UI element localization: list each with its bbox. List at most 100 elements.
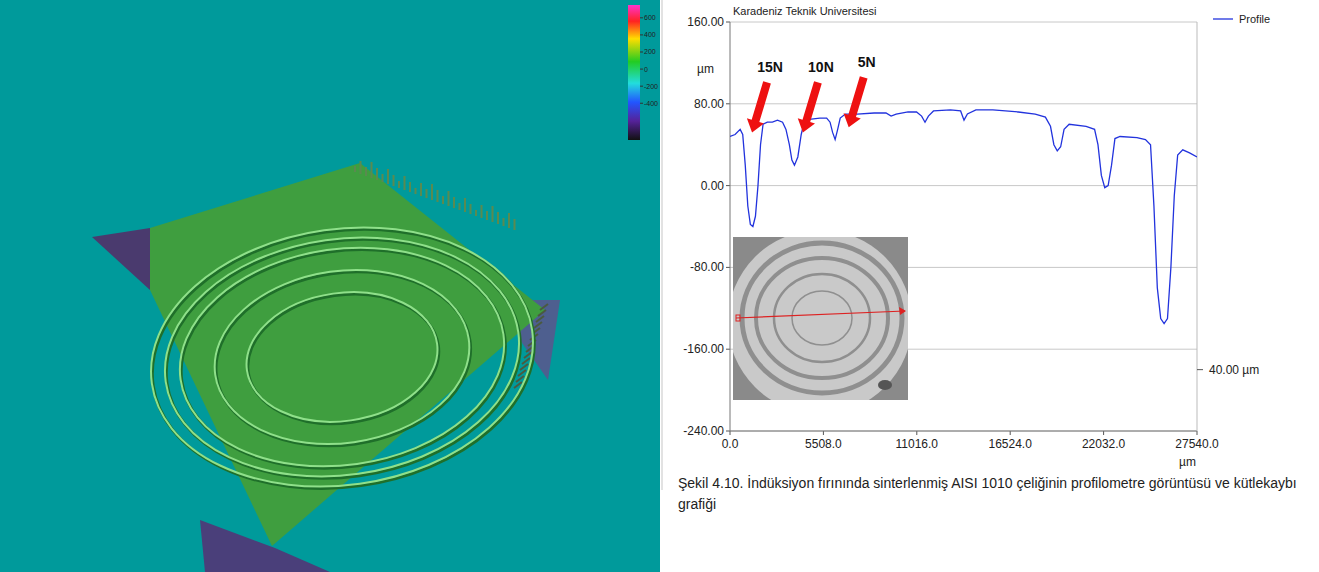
annotation-label: 15N	[757, 59, 783, 75]
colorbar-tick	[640, 86, 643, 87]
x-tick	[1010, 431, 1011, 435]
surface-edge	[92, 228, 150, 290]
colorbar-tick	[640, 103, 643, 104]
grid-line	[730, 103, 1197, 104]
y-tick-label: -160.00	[683, 342, 724, 356]
surface-spike	[475, 210, 477, 216]
colorbar-tick	[640, 17, 643, 18]
wear-track-shadow	[135, 205, 551, 512]
y-tick	[726, 349, 730, 350]
x-tick	[1197, 431, 1198, 435]
surface-spike	[470, 204, 472, 214]
inset-image	[728, 230, 912, 414]
surface-spike	[453, 197, 455, 208]
y-tick	[726, 103, 730, 104]
colorbar-label: -400	[644, 100, 658, 107]
surface-spike	[503, 218, 505, 226]
inset-ring	[792, 291, 852, 345]
surface-spike	[534, 322, 542, 328]
annotation-arrow	[840, 75, 872, 130]
legend-label: Profile	[1239, 13, 1270, 25]
inset-spot	[878, 380, 892, 390]
y-tick	[726, 185, 730, 186]
annotation-arrow	[743, 80, 775, 135]
figure: 6004002000-200-400Karadeniz Teknik Unive…	[0, 0, 1319, 572]
y-tick-label: -80.00	[690, 260, 724, 274]
annotation-label: 10N	[808, 59, 834, 75]
y-axis	[730, 22, 731, 431]
inset-ring	[756, 258, 888, 378]
x-tick	[1103, 431, 1104, 435]
y-tick	[726, 431, 730, 432]
inset-scan-line	[736, 311, 905, 318]
colorbar-label: 0	[644, 66, 648, 73]
y-tick-label: 80.00	[694, 97, 724, 111]
surface-spike	[448, 191, 450, 206]
surface-spike	[459, 203, 461, 210]
annotation-label: 5N	[858, 54, 876, 70]
surface-spike	[426, 189, 428, 198]
surface-spike	[360, 161, 362, 174]
inset-ring	[742, 243, 902, 393]
surface-background	[0, 0, 660, 572]
x-tick	[730, 431, 731, 435]
x-axis	[730, 431, 1197, 432]
surface-spike	[398, 181, 400, 188]
wear-track	[203, 254, 480, 460]
wear-track	[149, 215, 534, 498]
profile-chart: Karadeniz Teknik Universitesi160.0080.00…	[683, 5, 1270, 469]
surface-spike	[393, 175, 395, 186]
surface-spike	[409, 182, 411, 192]
surface-spike	[354, 166, 356, 172]
y-tick	[726, 22, 730, 23]
inset-ring	[774, 274, 870, 362]
y-tick-label: -240.00	[683, 424, 724, 438]
surface-spike	[481, 205, 483, 218]
surface-spike	[522, 358, 530, 364]
y-tick	[726, 267, 730, 268]
surface-spike	[520, 364, 528, 370]
surface-spike	[404, 176, 406, 190]
colorbar-label: 400	[644, 31, 656, 38]
x-tick-label: 5508.0	[805, 437, 842, 451]
surface-spike	[518, 370, 526, 376]
annotation-arrow	[794, 80, 826, 135]
surface-spike	[420, 183, 422, 196]
surface-spike	[514, 219, 516, 230]
surface-spike	[538, 310, 546, 316]
colorbar-tick	[640, 34, 643, 35]
inset-scan-arrow	[899, 307, 906, 315]
surface-spike	[497, 212, 499, 224]
surface-spike	[382, 174, 384, 182]
surface-spike	[492, 206, 494, 222]
wear-track	[134, 204, 550, 511]
caption-line: Şekil 4.10. İndüksiyon fırınında sinterl…	[678, 474, 1297, 491]
colorbar	[628, 5, 640, 140]
right-note: 40.00 µm	[1209, 363, 1259, 377]
wear-track-shadow	[151, 217, 536, 500]
colorbar-label: 200	[644, 48, 656, 55]
surface-spike	[371, 162, 373, 178]
panel-border	[661, 0, 663, 490]
grid-line	[730, 185, 1197, 186]
grid-line	[730, 431, 1197, 432]
surface-spike	[376, 168, 378, 180]
x-tick-label: 22032.0	[1082, 437, 1126, 451]
surface-spike	[437, 190, 439, 202]
surface-spike	[464, 198, 466, 212]
surface-spike	[387, 169, 389, 184]
wear-track	[238, 280, 446, 433]
x-tick	[823, 431, 824, 435]
colorbar-tick	[640, 51, 643, 52]
surface-spike	[431, 184, 433, 200]
wear-track-shadow	[239, 282, 447, 435]
wear-track-shadow	[205, 256, 482, 462]
surface-spike	[508, 213, 510, 228]
surface-spike	[486, 211, 488, 220]
right-note-tick	[1197, 369, 1203, 370]
inset-scan-start	[736, 315, 740, 321]
caption: Şekil 4.10. İndüksiyon fırınında sinterl…	[678, 474, 1297, 512]
caption-line: grafiği	[678, 496, 716, 512]
y-tick-label: 160.00	[687, 15, 724, 29]
wear-track-shadow	[167, 229, 520, 488]
